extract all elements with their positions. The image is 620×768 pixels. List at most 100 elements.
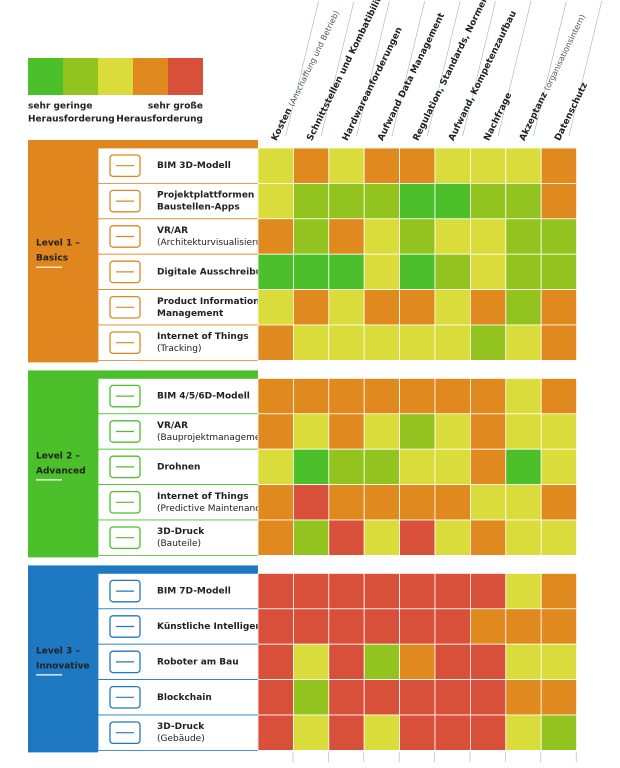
- heat-cell: [469, 608, 507, 645]
- heat-cell: [292, 377, 330, 415]
- column-header: Nachfrage: [482, 91, 514, 142]
- row-icon: [109, 331, 141, 355]
- heat-cell: [257, 448, 294, 486]
- heat-cell: [399, 413, 436, 450]
- column-header: Datenschutz: [553, 81, 590, 142]
- heat-cell: [434, 573, 471, 610]
- heat-cell: [328, 484, 365, 521]
- group-label: Level 3 –: [36, 646, 80, 656]
- heat-cell: [363, 519, 401, 556]
- heat-cell: [399, 643, 436, 681]
- group-label: Advanced: [36, 466, 86, 476]
- row-icon: [109, 490, 141, 514]
- heat-cell: [434, 484, 471, 521]
- heat-cell: [434, 324, 471, 361]
- heat-cell: [257, 289, 294, 326]
- heat-cell: [505, 289, 542, 326]
- heat-cell: [292, 643, 330, 681]
- heat-cell: [469, 377, 507, 415]
- heat-cell: [469, 643, 507, 681]
- heat-cell: [399, 289, 436, 326]
- header-guide: [462, 0, 496, 137]
- heat-cell: [363, 484, 401, 521]
- heat-cell: [363, 448, 401, 486]
- heat-cell: [292, 253, 330, 290]
- legend-swatch: [63, 58, 98, 95]
- heat-cell: [434, 147, 471, 184]
- row-icon: [109, 420, 141, 443]
- heat-cell: [505, 324, 542, 361]
- row-note: (Architekturvisualisierung): [157, 238, 276, 248]
- heat-cell: [363, 413, 401, 450]
- column-header: Aufwand, Kompetenzaufbau: [447, 9, 519, 142]
- row-name: Baustellen-Apps: [157, 203, 240, 213]
- heat-cell: [292, 484, 330, 521]
- heat-cell: [363, 573, 401, 610]
- group-label: Innovative: [36, 661, 90, 671]
- legend-swatch: [98, 58, 133, 95]
- heat-cell: [399, 679, 436, 716]
- heat-cell: [434, 519, 471, 556]
- heat-cell: [434, 679, 471, 716]
- heat-cell: [469, 413, 507, 450]
- heat-cell: [540, 448, 578, 486]
- row-name: VR/AR: [157, 226, 188, 236]
- header-guide: [356, 0, 390, 137]
- row-name: VR/AR: [157, 421, 188, 431]
- heat-cell: [328, 413, 365, 450]
- heat-cell: [469, 324, 507, 361]
- heat-cell: [399, 484, 436, 521]
- column-label: Datenschutz: [553, 81, 590, 142]
- column-label: Akzeptanz: [517, 91, 549, 143]
- row-icon: [109, 455, 141, 479]
- heat-cell: [399, 182, 436, 220]
- heat-cell: [505, 448, 542, 486]
- heat-cell: [434, 253, 471, 290]
- row-note: (Predictive Maintenance): [157, 504, 269, 514]
- heat-cell: [328, 182, 365, 220]
- column-label: Aufwand, Kompetenzaufbau: [447, 9, 519, 142]
- heat-cell: [540, 714, 578, 751]
- group-strip: [98, 565, 258, 574]
- group-strip: [98, 140, 258, 148]
- heat-cell: [257, 608, 294, 645]
- row-icon: [109, 189, 141, 213]
- heat-cell: [434, 608, 471, 645]
- row-name: Roboter am Bau: [157, 657, 239, 667]
- heat-cell: [434, 218, 471, 255]
- heat-cell: [540, 573, 578, 610]
- heat-cell: [434, 377, 471, 415]
- heat-cell: [540, 218, 578, 255]
- row-note: (Bauprojektmanagement): [157, 433, 273, 443]
- heat-cell: [292, 289, 330, 326]
- row-name: BIM 7D-Modell: [157, 587, 231, 597]
- heat-cell: [328, 253, 365, 290]
- heat-cell: [434, 448, 471, 486]
- column-header: Aufwand Data Management: [376, 11, 447, 143]
- group-panel: [28, 370, 98, 558]
- heat-cell: [505, 679, 542, 716]
- heat-cell: [257, 324, 294, 361]
- row-icon: [109, 721, 141, 745]
- heat-cell: [540, 253, 578, 290]
- heat-cell: [540, 679, 578, 716]
- heat-cell: [328, 324, 365, 361]
- legend-swatch: [28, 58, 63, 95]
- heat-cell: [363, 147, 401, 184]
- heat-cell: [363, 182, 401, 220]
- row-icon: [109, 384, 141, 408]
- heat-cell: [257, 679, 294, 716]
- heat-cell: [469, 448, 507, 486]
- heat-cell: [328, 218, 365, 255]
- heat-cell: [328, 147, 365, 184]
- heat-cell: [505, 182, 542, 220]
- row-icon: [109, 650, 141, 674]
- group-label: Level 2 –: [36, 451, 80, 461]
- heat-cell: [292, 679, 330, 716]
- heat-cell: [328, 714, 365, 751]
- heat-cell: [257, 147, 294, 184]
- row-name: Internet of Things: [157, 492, 249, 502]
- heat-cell: [399, 714, 436, 751]
- group-strip: [98, 370, 258, 379]
